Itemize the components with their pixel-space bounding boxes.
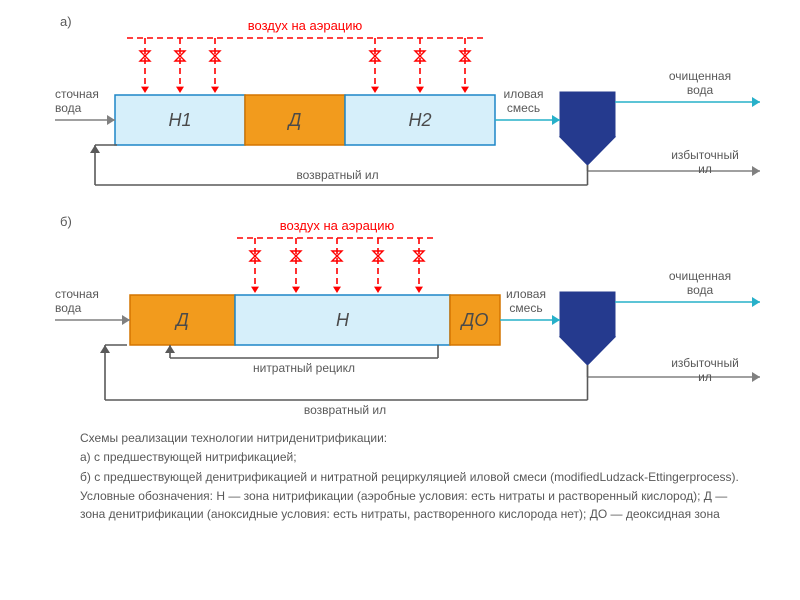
svg-text:иловая: иловая: [506, 287, 546, 301]
diagram-svg: а)воздух на аэрациюН1ДН2сточнаяводаилова…: [0, 0, 800, 420]
caption-block: Схемы реализации технологии нитриденитри…: [80, 430, 750, 525]
svg-text:вода: вода: [55, 101, 82, 115]
svg-text:Н2: Н2: [408, 110, 431, 130]
svg-text:иловая: иловая: [504, 87, 544, 101]
svg-text:ил: ил: [698, 162, 712, 176]
svg-text:ДО: ДО: [460, 310, 489, 330]
svg-text:воздух на аэрацию: воздух на аэрацию: [248, 18, 363, 33]
svg-text:вода: вода: [687, 83, 714, 97]
svg-text:смесь: смесь: [507, 101, 540, 115]
svg-text:сточная: сточная: [55, 287, 99, 301]
svg-text:сточная: сточная: [55, 87, 99, 101]
svg-text:нитратный рецикл: нитратный рецикл: [253, 361, 355, 375]
svg-text:очищенная: очищенная: [669, 69, 731, 83]
svg-text:вода: вода: [55, 301, 82, 315]
caption-line: Условные обозначения: Н — зона нитрифика…: [80, 488, 750, 523]
svg-text:возвратный ил: возвратный ил: [304, 403, 386, 417]
caption-line: б) с предшествующей денитрификацией и ни…: [80, 469, 750, 486]
svg-text:Н1: Н1: [168, 110, 191, 130]
svg-text:очищенная: очищенная: [669, 269, 731, 283]
svg-text:воздух на аэрацию: воздух на аэрацию: [280, 218, 395, 233]
svg-text:вода: вода: [687, 283, 714, 297]
caption-line: а) с предшествующей нитрификацией;: [80, 449, 750, 466]
svg-text:Д: Д: [287, 110, 302, 130]
svg-text:а): а): [60, 14, 72, 29]
svg-text:смесь: смесь: [509, 301, 542, 315]
svg-text:избыточный: избыточный: [671, 148, 739, 162]
svg-text:б): б): [60, 214, 72, 229]
svg-text:ил: ил: [698, 370, 712, 384]
caption-line: Схемы реализации технологии нитриденитри…: [80, 430, 750, 447]
svg-text:Н: Н: [336, 310, 350, 330]
svg-text:возвратный ил: возвратный ил: [296, 168, 378, 182]
svg-text:избыточный: избыточный: [671, 356, 739, 370]
page: а)воздух на аэрациюН1ДН2сточнаяводаилова…: [0, 0, 800, 600]
svg-text:Д: Д: [174, 310, 189, 330]
